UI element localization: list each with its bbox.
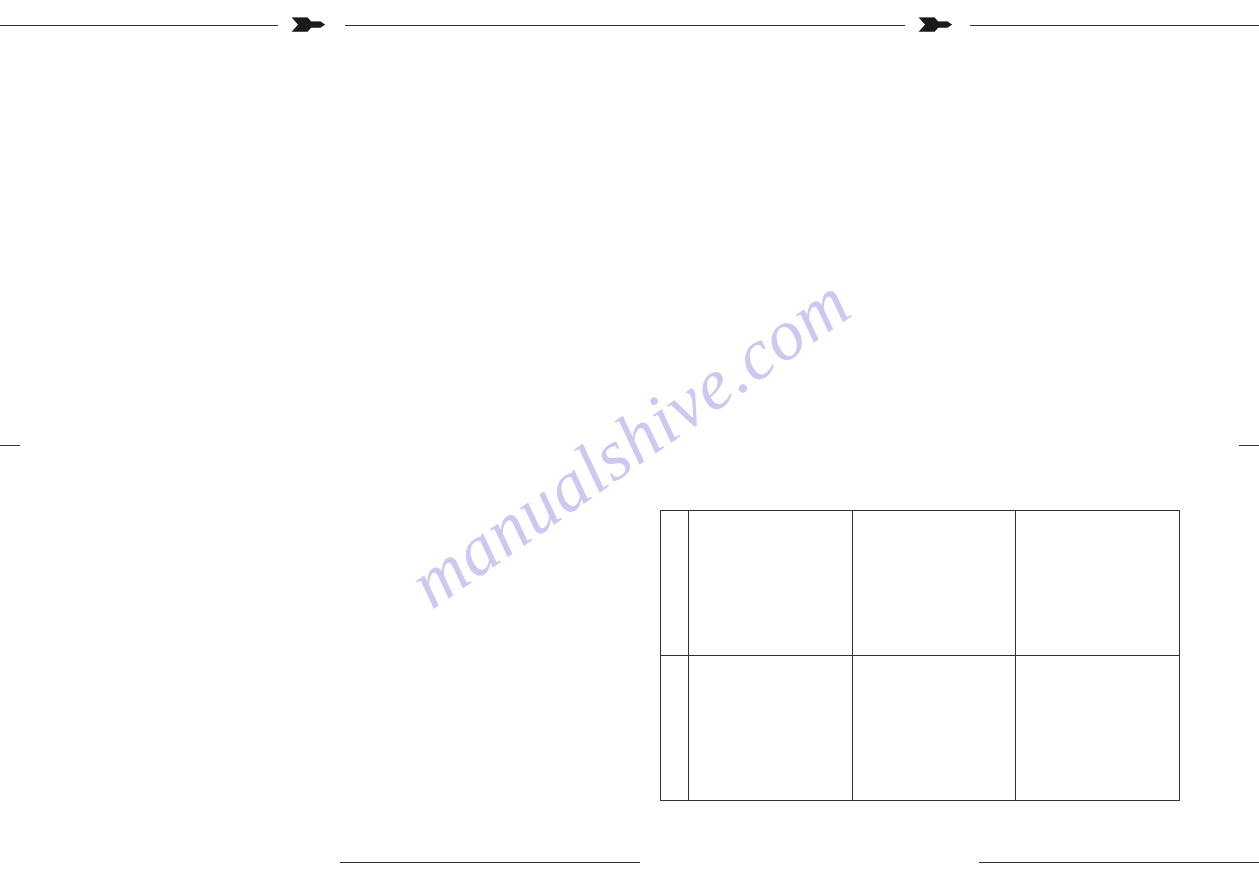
table-row — [661, 511, 1180, 656]
divider-line — [979, 862, 1259, 863]
brand-logo-icon — [290, 10, 330, 45]
cell — [688, 656, 852, 801]
crop-mark — [0, 445, 20, 446]
cell — [852, 511, 1016, 656]
cell — [1016, 656, 1180, 801]
cell — [661, 656, 689, 801]
spec-table — [660, 500, 1180, 801]
crop-mark — [1239, 445, 1259, 446]
table-row — [661, 656, 1180, 801]
cell — [661, 511, 689, 656]
divider-line — [345, 25, 905, 26]
divider-line — [970, 25, 1259, 26]
brand-logo-icon — [917, 10, 957, 45]
cell — [1016, 511, 1180, 656]
divider-line — [0, 25, 278, 26]
divider-line — [340, 862, 640, 863]
cell — [852, 656, 1016, 801]
cell — [688, 511, 852, 656]
